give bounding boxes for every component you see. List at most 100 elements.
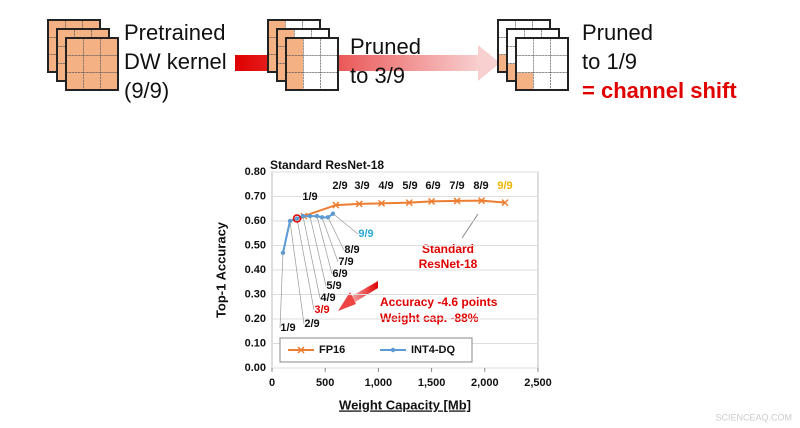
kernel-stack: [497, 19, 569, 91]
leader: [289, 220, 305, 325]
y-tick-label: 0.50: [245, 239, 266, 251]
legend-label: INT4-DQ: [411, 344, 455, 356]
marker: [428, 197, 436, 205]
y-tick-label: 0.10: [245, 337, 266, 349]
leader: [296, 218, 315, 311]
marker: [287, 218, 293, 224]
point-label: 6/9: [332, 268, 347, 280]
kernel-cell: [83, 55, 101, 73]
arrow-head: [478, 45, 500, 81]
point-label: 4/9: [378, 180, 393, 192]
leader: [461, 213, 479, 239]
kernel-cell: [533, 55, 551, 73]
legend-marker: [390, 347, 396, 353]
kernel-cell: [83, 37, 101, 56]
point-label: 8/9: [473, 180, 488, 192]
x-tick-label: 1,000: [365, 377, 393, 389]
point-label: 7/9: [449, 180, 464, 192]
kernel-cell: [550, 37, 569, 56]
kernel-stack: [267, 19, 339, 91]
marker: [332, 201, 340, 209]
point-label: 6/9: [425, 180, 440, 192]
legend-label: FP16: [319, 344, 345, 356]
kernel-cell: [320, 55, 339, 73]
x-tick-label: 2,500: [524, 377, 552, 389]
step-text: to 1/9: [582, 49, 637, 74]
step-text: (9/9): [124, 78, 169, 103]
kernel-cell: [515, 72, 534, 91]
point-label: 9/9: [497, 180, 512, 192]
point-label: 5/9: [402, 180, 417, 192]
x-tick-label: 1,500: [418, 377, 446, 389]
leader: [302, 216, 321, 299]
y-tick-label: 0.00: [245, 362, 266, 374]
kernel-cell: [65, 37, 84, 56]
x-axis-label: Weight Capacity [Mb]: [339, 397, 471, 412]
y-tick-label: 0.20: [245, 313, 266, 325]
annotation: Accuracy -4.6 points: [380, 295, 498, 309]
y-tick-label: 0.80: [245, 166, 266, 178]
step-text: DW kernel: [124, 49, 227, 74]
kernel-cell: [533, 72, 551, 91]
y-axis-label: Top-1 Accuracy: [213, 221, 228, 318]
diagram: Pretrained DW kernel (9/9) Pruned to 3/9…: [47, 19, 737, 103]
kernel-cell: [100, 55, 119, 73]
annotation: Standard: [422, 242, 474, 256]
y-tick-label: 0.60: [245, 215, 266, 227]
kernel-cell: [515, 37, 534, 56]
kernel-cell: [550, 72, 569, 91]
marker: [478, 197, 486, 205]
annotation: Weight cap. -88%: [380, 311, 479, 325]
kernel-cell: [65, 55, 84, 73]
kernel-cell: [303, 55, 321, 73]
kernel-cell: [83, 72, 101, 91]
kernel-cell: [320, 37, 339, 56]
kernel-stack: [47, 19, 119, 91]
kernel-cell: [550, 55, 569, 73]
point-label: 3/9: [354, 180, 369, 192]
annotation: ResNet-18: [419, 257, 478, 271]
kernel-border: [515, 37, 569, 91]
watermark: SCIENCEAQ.COM: [715, 412, 792, 422]
point-label: 2/9: [332, 180, 347, 192]
y-tick-label: 0.70: [245, 190, 266, 202]
point-label: 8/9: [344, 244, 359, 256]
point-label: 7/9: [338, 256, 353, 268]
kernel-cell: [515, 55, 534, 73]
leader: [327, 217, 345, 251]
kernel-border: [65, 37, 119, 91]
point-label: 5/9: [326, 280, 341, 292]
kernel-cell: [533, 37, 551, 56]
point-label: 2/9: [304, 318, 319, 330]
step-text: to 3/9: [350, 63, 405, 88]
y-tick-label: 0.30: [245, 288, 266, 300]
kernel-cell: [285, 72, 304, 91]
kernel-cell: [65, 72, 84, 91]
kernel-border: [285, 37, 339, 91]
kernel-cell: [285, 55, 304, 73]
kernel-cell: [320, 72, 339, 91]
x-tick-label: 0: [269, 377, 275, 389]
step-text: Pruned: [350, 34, 421, 59]
marker: [294, 216, 300, 221]
point-label: 4/9: [320, 292, 335, 304]
point-label: 1/9: [280, 322, 295, 334]
kernel-cell: [100, 37, 119, 56]
marker: [355, 200, 363, 208]
kernel-cell: [303, 72, 321, 91]
legend-marker: [297, 346, 305, 354]
kernel-cell: [285, 37, 304, 56]
x-tick-label: 2,000: [471, 377, 499, 389]
leader: [332, 213, 359, 235]
highlight-point: [292, 214, 302, 223]
marker: [501, 199, 509, 207]
kernel-cell: [303, 37, 321, 56]
x-tick-label: 500: [316, 377, 334, 389]
leader: [321, 217, 339, 263]
highlight: = channel shift: [582, 78, 737, 103]
marker: [405, 199, 413, 207]
marker: [378, 199, 386, 207]
point-label: 9/9: [358, 228, 373, 240]
marker: [453, 197, 461, 205]
